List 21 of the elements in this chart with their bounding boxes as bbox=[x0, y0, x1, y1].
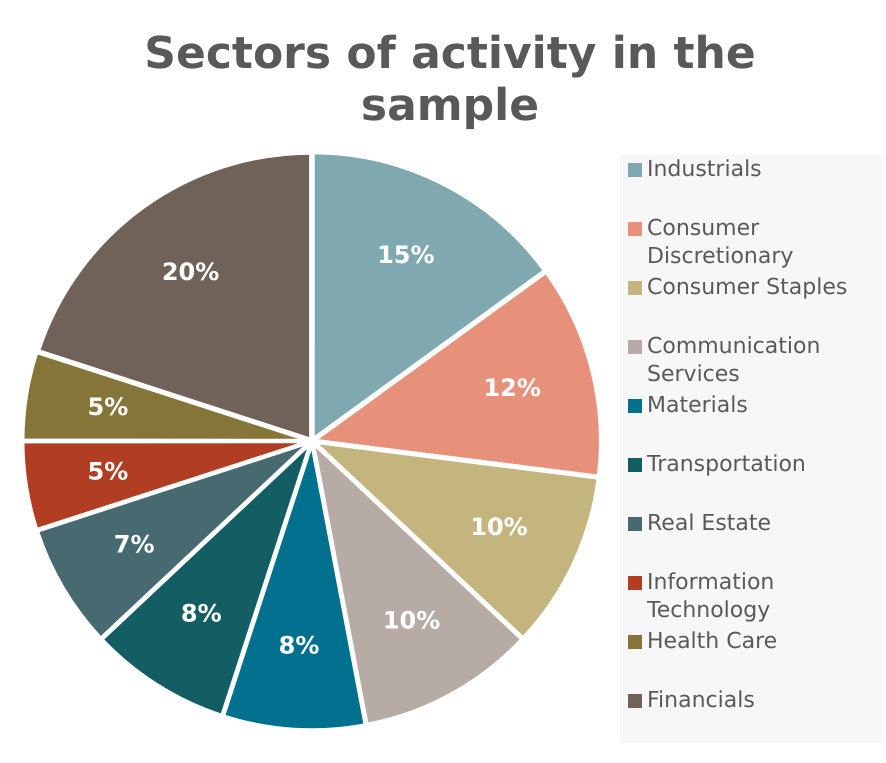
legend-label: Transportation bbox=[647, 451, 806, 479]
chart-title: Sectors of activity in the sample bbox=[143, 28, 757, 132]
data-label: 10% bbox=[470, 513, 528, 542]
legend-label: Health Care bbox=[647, 628, 778, 656]
data-label: 15% bbox=[377, 241, 435, 270]
data-label: 20% bbox=[162, 258, 220, 286]
legend-label: Industrials bbox=[647, 156, 762, 184]
legend-label: Information Technology bbox=[647, 569, 776, 625]
legend-label: Financials bbox=[647, 687, 755, 715]
data-label: 7% bbox=[114, 530, 155, 558]
data-label: 5% bbox=[88, 458, 128, 486]
data-label: 8% bbox=[180, 600, 222, 628]
data-label: 10% bbox=[382, 606, 440, 634]
data-label: 8% bbox=[278, 631, 320, 660]
legend-label: Communication Services bbox=[647, 333, 822, 389]
data-label: 5% bbox=[88, 392, 128, 421]
data-label: 12% bbox=[483, 374, 541, 402]
legend-label: Real Estate bbox=[647, 510, 772, 538]
legend-label: Materials bbox=[647, 392, 748, 420]
legend-label: Consumer Discretionary bbox=[647, 215, 794, 271]
legend-label: Consumer Staples bbox=[647, 274, 848, 302]
